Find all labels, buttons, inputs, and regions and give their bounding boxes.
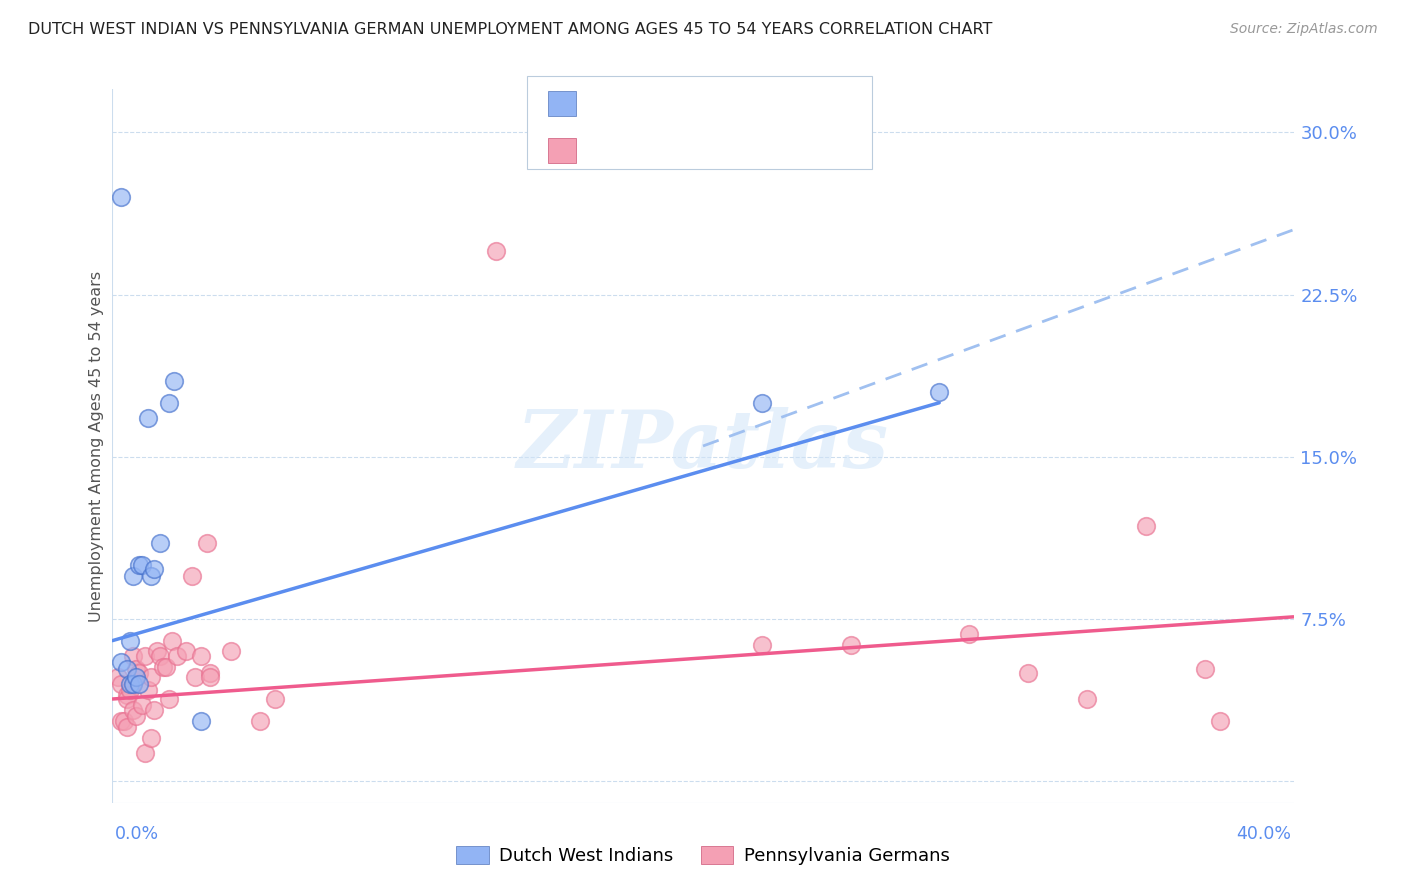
Point (112, 714, 135, 728)
Point (125, 709, 148, 723)
Legend: Dutch West Indians, Pennsylvania Germans: Dutch West Indians, Pennsylvania Germans (449, 838, 957, 872)
Point (1194, 662, 1216, 676)
Point (120, 677, 142, 691)
Point (163, 374, 186, 388)
Point (190, 714, 212, 728)
Text: R =  0.111: R = 0.111 (588, 142, 681, 160)
Text: 0.0%: 0.0% (115, 825, 159, 843)
Point (134, 648, 156, 663)
Point (110, 190, 132, 204)
Point (142, 703, 165, 717)
Point (928, 384, 950, 399)
Point (139, 731, 162, 745)
Point (485, 244, 508, 259)
Text: ZIPatlas: ZIPatlas (517, 408, 889, 484)
Point (128, 677, 150, 691)
Point (125, 670, 148, 684)
Text: 40.0%: 40.0% (1236, 825, 1291, 843)
Point (174, 644, 197, 658)
Point (1017, 666, 1039, 681)
Point (198, 670, 221, 684)
Point (160, 633, 183, 648)
Y-axis label: Unemployment Among Ages 45 to 54 years: Unemployment Among Ages 45 to 54 years (89, 270, 104, 622)
Point (128, 558, 150, 572)
Point (136, 410, 159, 425)
Point (166, 648, 188, 663)
Point (1135, 519, 1157, 533)
Point (1076, 692, 1098, 706)
Point (136, 683, 159, 698)
Point (131, 558, 153, 572)
Point (146, 644, 169, 658)
Point (122, 568, 145, 582)
Point (122, 677, 145, 691)
Text: N = 46: N = 46 (717, 142, 782, 160)
Point (839, 638, 862, 652)
Point (181, 568, 204, 582)
Point (107, 670, 129, 684)
Point (117, 688, 138, 702)
Point (122, 648, 145, 663)
Point (219, 644, 242, 658)
Point (157, 692, 180, 706)
Text: Source: ZipAtlas.com: Source: ZipAtlas.com (1230, 22, 1378, 37)
Point (1208, 714, 1232, 728)
Point (117, 720, 138, 734)
Text: N = 20: N = 20 (717, 95, 783, 112)
Point (249, 714, 271, 728)
Point (264, 692, 287, 706)
Point (120, 633, 142, 648)
Point (152, 659, 174, 673)
Point (117, 662, 138, 676)
Point (134, 746, 156, 760)
Point (751, 396, 773, 410)
Point (142, 562, 165, 576)
Point (110, 677, 132, 691)
Point (957, 627, 980, 641)
Point (198, 666, 221, 681)
Text: DUTCH WEST INDIAN VS PENNSYLVANIA GERMAN UNEMPLOYMENT AMONG AGES 45 TO 54 YEARS : DUTCH WEST INDIAN VS PENNSYLVANIA GERMAN… (28, 22, 993, 37)
Point (149, 536, 172, 550)
Point (122, 703, 145, 717)
Point (117, 692, 138, 706)
Point (155, 659, 177, 673)
Point (184, 670, 207, 684)
Point (139, 568, 162, 582)
Point (110, 714, 132, 728)
Point (195, 536, 218, 550)
Point (131, 698, 153, 713)
Point (110, 655, 132, 669)
Point (157, 396, 180, 410)
Point (125, 662, 148, 676)
Point (751, 638, 773, 652)
Point (149, 648, 172, 663)
Text: R = 0.319: R = 0.319 (588, 95, 675, 112)
Point (120, 683, 142, 698)
Point (128, 666, 150, 681)
Point (190, 648, 212, 663)
Point (139, 670, 162, 684)
